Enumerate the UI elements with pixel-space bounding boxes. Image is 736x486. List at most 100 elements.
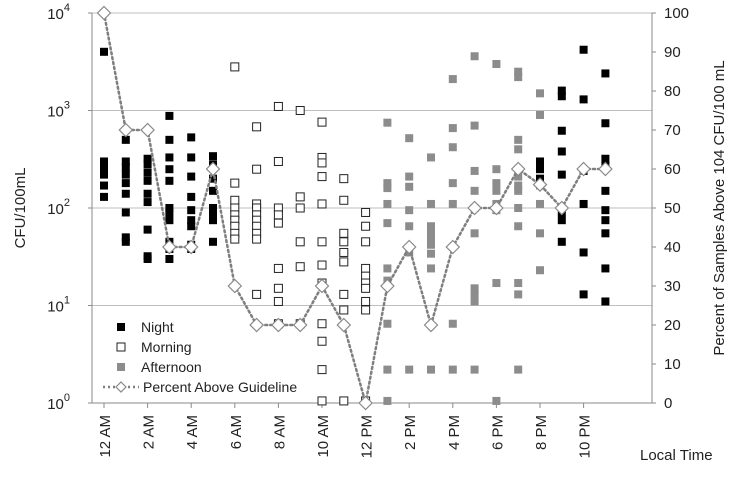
- legend-label: Morning: [141, 339, 192, 355]
- morning-point: [230, 62, 240, 72]
- y-right-tick-label: 100: [664, 5, 689, 22]
- afternoon-point: [383, 365, 392, 374]
- afternoon-point: [427, 240, 435, 249]
- percent-point: [445, 239, 461, 255]
- afternoon-point: [405, 182, 414, 191]
- morning-point: [317, 365, 327, 375]
- afternoon-point: [405, 172, 414, 181]
- morning-point: [273, 218, 283, 228]
- x-tick-label: 6 AM: [228, 415, 245, 449]
- y-left-tick-label: 102: [47, 197, 70, 218]
- afternoon-point: [514, 290, 523, 299]
- percent-point: [598, 161, 613, 177]
- y-right-tick-label: 70: [664, 122, 681, 139]
- night-point: [143, 198, 152, 207]
- night-point: [187, 153, 196, 162]
- night-point: [209, 174, 217, 183]
- morning-point: [230, 178, 240, 188]
- afternoon-point: [448, 124, 457, 133]
- y-right-tick-label: 30: [664, 278, 681, 295]
- afternoon-point: [405, 365, 414, 374]
- night-point: [536, 157, 544, 166]
- legend: Night Morning Afternoon Percent Above Guide…: [103, 319, 297, 395]
- afternoon-point: [470, 52, 479, 61]
- night-point: [209, 204, 217, 212]
- afternoon-point: [514, 186, 523, 195]
- night-point: [121, 208, 130, 217]
- morning-point: [317, 319, 327, 329]
- morning-point: [361, 237, 371, 247]
- night-point: [165, 135, 174, 144]
- percent-point: [467, 200, 482, 216]
- morning-point: [361, 263, 371, 273]
- night-point: [100, 181, 108, 190]
- afternoon-point: [427, 235, 435, 244]
- night-point: [121, 233, 130, 242]
- morning-point: [273, 101, 283, 111]
- morning-point: [252, 289, 262, 299]
- afternoon-point: [383, 199, 392, 208]
- x-tick-label: 12 PM: [359, 415, 376, 458]
- afternoon-point: [427, 199, 435, 208]
- percent-point: [227, 278, 243, 294]
- night-point: [579, 290, 588, 299]
- afternoon-point: [448, 143, 457, 152]
- night-point: [557, 237, 566, 246]
- afternoon-point: [383, 179, 392, 188]
- night-point: [601, 264, 610, 273]
- percent-point: [532, 177, 548, 192]
- morning-point: [339, 257, 349, 267]
- legend-swatch-afternoon: [117, 363, 125, 371]
- night-point: [557, 216, 566, 225]
- afternoon-point: [470, 297, 479, 306]
- percent-point: [554, 200, 570, 216]
- afternoon-point: [470, 186, 479, 195]
- plot-area: [96, 5, 613, 411]
- night-point: [143, 254, 152, 263]
- night-point: [187, 216, 196, 225]
- legend-label: Night: [141, 319, 174, 335]
- afternoon-point: [470, 365, 479, 374]
- afternoon-point: [536, 89, 544, 98]
- morning-point: [273, 263, 283, 273]
- afternoon-point: [405, 222, 414, 231]
- afternoon-point: [448, 75, 457, 84]
- morning-point: [361, 305, 371, 315]
- night-point: [121, 157, 130, 166]
- night-point: [601, 119, 610, 128]
- percent-point: [423, 317, 439, 333]
- percent-point: [205, 161, 221, 177]
- morning-point: [273, 210, 283, 220]
- afternoon-point: [470, 121, 479, 130]
- morning-point: [252, 164, 262, 174]
- night-point: [209, 237, 217, 246]
- morning-point: [317, 172, 327, 182]
- y-axis-left-title: CFU/100mL: [12, 168, 29, 249]
- morning-point: [295, 237, 305, 247]
- night-point: [121, 237, 130, 246]
- y-left-tick-label: 104: [47, 2, 70, 23]
- morning-point: [252, 122, 262, 132]
- night-point: [187, 192, 196, 201]
- afternoon-point: [383, 184, 392, 193]
- y-right-tick-label: 40: [664, 239, 681, 256]
- afternoon-point: [427, 249, 435, 258]
- night-point: [601, 216, 610, 225]
- afternoon-point: [383, 396, 392, 405]
- night-point: [100, 157, 108, 166]
- night-point: [209, 216, 217, 225]
- percent-point: [162, 239, 177, 255]
- x-tick-label: 12 AM: [97, 415, 114, 458]
- night-point: [187, 172, 196, 181]
- night-point: [121, 163, 130, 172]
- night-point: [165, 204, 174, 212]
- afternoon-point: [514, 181, 523, 190]
- x-axis-title: Local Time: [640, 447, 713, 464]
- night-point: [601, 69, 610, 78]
- morning-point: [317, 336, 327, 346]
- percent-point: [292, 317, 308, 333]
- night-point: [579, 199, 588, 208]
- x-tick-label: 10 AM: [315, 415, 332, 458]
- tick-labels: 100 101 102 103 104 0 10 20 30 40 50 60 70 80 90 100 12 …: [47, 2, 689, 458]
- afternoon-point: [448, 199, 457, 208]
